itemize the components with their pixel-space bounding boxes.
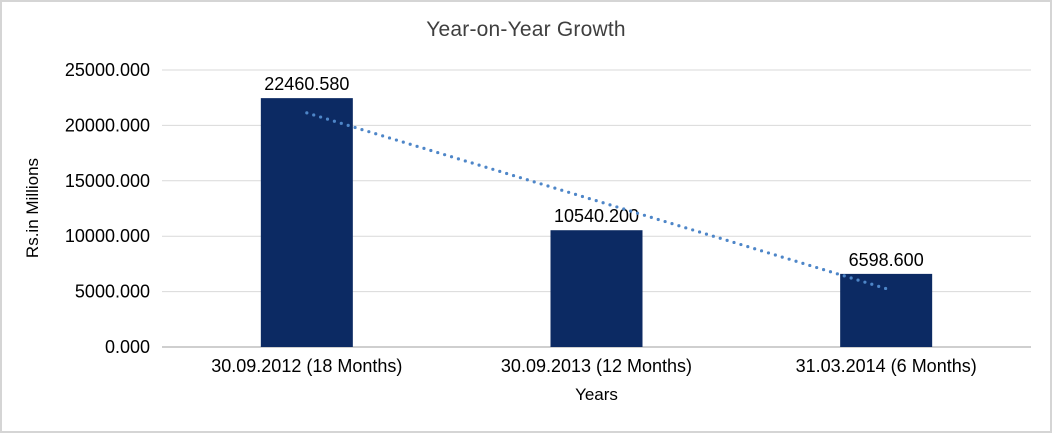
y-tick-label: 5000.000 bbox=[75, 282, 150, 302]
bar-value-label: 10540.200 bbox=[554, 206, 639, 226]
x-axis-title: Years bbox=[575, 385, 618, 404]
x-category-label: 31.03.2014 (6 Months) bbox=[796, 356, 977, 376]
bar-value-label: 6598.600 bbox=[849, 250, 924, 270]
x-category-label: 30.09.2012 (18 Months) bbox=[211, 356, 402, 376]
y-tick-label: 20000.000 bbox=[65, 115, 150, 135]
bar bbox=[550, 230, 643, 347]
bar bbox=[260, 98, 353, 347]
y-tick-label: 10000.000 bbox=[65, 226, 150, 246]
y-tick-label: 0.000 bbox=[105, 337, 150, 357]
y-tick-label: 15000.000 bbox=[65, 171, 150, 191]
bar-value-label: 22460.580 bbox=[264, 74, 349, 94]
y-tick-label: 25000.000 bbox=[65, 60, 150, 80]
bar bbox=[840, 273, 933, 347]
x-category-label: 30.09.2013 (12 Months) bbox=[501, 356, 692, 376]
trendline bbox=[305, 111, 888, 291]
chart-title: Year-on-Year Growth bbox=[426, 18, 626, 41]
